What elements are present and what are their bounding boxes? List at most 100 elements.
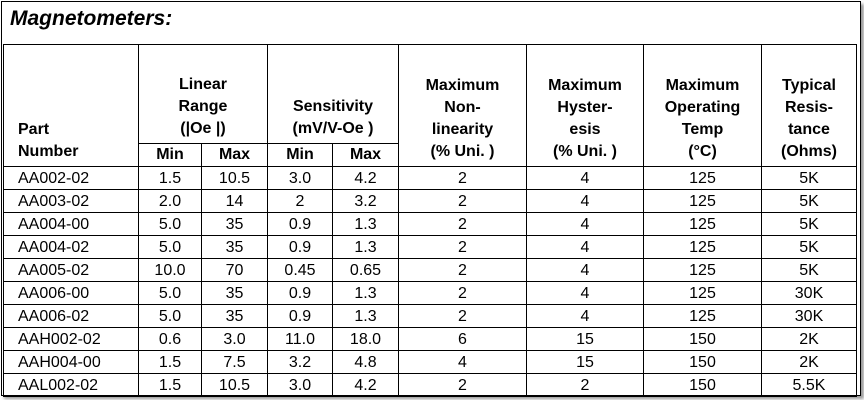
- cell-hysteresis: 4: [526, 212, 644, 236]
- header-nonlinearity-line3: linearity: [431, 121, 494, 138]
- cell-resistance: 5.5K: [761, 373, 857, 397]
- cell-sensitivity-max: 1.3: [332, 235, 399, 259]
- header-hysteresis-line2: Hyster-: [557, 99, 613, 116]
- header-sensitivity-line2: (mV/V-Oe ): [292, 120, 374, 137]
- cell-sensitivity-min: 0.45: [267, 258, 333, 282]
- cell-linear-range-min: 1.5: [138, 373, 202, 397]
- cell-linear-range-min: 0.6: [138, 327, 202, 351]
- table-row: AAH002-02 0.6 3.0 11.0 18.0 6 15 150 2K: [3, 327, 857, 351]
- cell-operating-temp: 150: [643, 327, 762, 351]
- cell-sensitivity-min: 3.2: [267, 350, 333, 374]
- header-sensitivity: Sensitivity (mV/V-Oe ): [267, 44, 399, 144]
- cell-operating-temp: 125: [643, 212, 762, 236]
- cell-linear-range-min: 5.0: [138, 304, 202, 328]
- cell-sensitivity-min: 3.0: [267, 373, 333, 397]
- header-hysteresis-line1: Maximum: [548, 77, 622, 94]
- subheader-row: Min Max Min Max: [4, 143, 857, 167]
- cell-sensitivity-max: 4.8: [332, 350, 399, 374]
- cell-sensitivity-max: 1.3: [332, 304, 399, 328]
- cell-resistance: 30K: [761, 304, 857, 328]
- table-row: AA005-02 10.0 70 0.45 0.65 2 4 125 5K: [3, 258, 857, 282]
- header-linear-range-min: Min: [138, 143, 202, 167]
- table-row: AA006-02 5.0 35 0.9 1.3 2 4 125 30K: [3, 304, 857, 328]
- table-row: AA003-02 2.0 14 2 3.2 2 4 125 5K: [3, 189, 857, 213]
- header-temp-line2: Operating: [664, 99, 741, 116]
- header-sensitivity-max: Max: [332, 143, 399, 167]
- cell-hysteresis: 4: [526, 258, 644, 282]
- cell-resistance: 5K: [761, 235, 857, 259]
- header-linear-range-line3: (|Oe |): [180, 120, 226, 137]
- cell-sensitivity-min: 0.9: [267, 235, 333, 259]
- cell-operating-temp: 125: [643, 258, 762, 282]
- cell-hysteresis: 2: [526, 373, 644, 397]
- cell-resistance: 5K: [761, 258, 857, 282]
- header-linear-range: Linear Range (|Oe |): [138, 44, 268, 144]
- cell-resistance: 5K: [761, 212, 857, 236]
- cell-linear-range-max: 10.5: [201, 373, 268, 397]
- cell-sensitivity-min: 2: [267, 189, 333, 213]
- cell-sensitivity-max: 1.3: [332, 281, 399, 305]
- header-resistance-line1: Typical: [782, 77, 836, 94]
- cell-part-number: AA005-02: [3, 258, 139, 282]
- cell-nonlinearity: 2: [398, 281, 527, 305]
- cell-sensitivity-max: 0.65: [332, 258, 399, 282]
- magnetometer-table: Part Number Linear Range (|Oe |) Sensiti…: [3, 44, 857, 397]
- cell-sensitivity-max: 3.2: [332, 189, 399, 213]
- cell-sensitivity-min: 11.0: [267, 327, 333, 351]
- header-part-number: Part Number: [3, 44, 139, 167]
- cell-part-number: AAH002-02: [3, 327, 139, 351]
- cell-hysteresis: 4: [526, 235, 644, 259]
- cell-sensitivity-max: 4.2: [332, 373, 399, 397]
- cell-sensitivity-min: 0.9: [267, 281, 333, 305]
- cell-hysteresis: 4: [526, 189, 644, 213]
- cell-resistance: 2K: [761, 350, 857, 374]
- cell-part-number: AA004-02: [3, 235, 139, 259]
- cell-linear-range-max: 35: [201, 304, 268, 328]
- cell-nonlinearity: 2: [398, 235, 527, 259]
- cell-resistance: 30K: [761, 281, 857, 305]
- cell-resistance: 5K: [761, 166, 857, 190]
- header-sensitivity-min: Min: [267, 143, 333, 167]
- cell-part-number: AAH004-00: [3, 350, 139, 374]
- cell-hysteresis: 4: [526, 281, 644, 305]
- cell-operating-temp: 125: [643, 189, 762, 213]
- table-row: AA004-00 5.0 35 0.9 1.3 2 4 125 5K: [3, 212, 857, 236]
- table-row: AA006-00 5.0 35 0.9 1.3 2 4 125 30K: [3, 281, 857, 305]
- cell-part-number: AAL002-02: [3, 373, 139, 397]
- cell-operating-temp: 150: [643, 350, 762, 374]
- cell-linear-range-max: 70: [201, 258, 268, 282]
- table-row: AA004-02 5.0 35 0.9 1.3 2 4 125 5K: [3, 235, 857, 259]
- cell-operating-temp: 125: [643, 235, 762, 259]
- cell-linear-range-min: 5.0: [138, 212, 202, 236]
- header-resistance-line3: tance: [788, 121, 830, 138]
- cell-linear-range-min: 10.0: [138, 258, 202, 282]
- header-part-line1: Part: [18, 121, 50, 138]
- header-temp-line4: (°C): [688, 143, 717, 160]
- header-nonlinearity-line4: (% Uni. ): [430, 143, 495, 160]
- cell-linear-range-min: 5.0: [138, 235, 202, 259]
- header-nonlinearity: Maximum Non- linearity (% Uni. ): [398, 44, 527, 167]
- table-body: AA002-02 1.5 10.5 3.0 4.2 2 4 125 5K AA003-02 2.0 1…: [3, 166, 857, 397]
- cell-hysteresis: 15: [526, 327, 644, 351]
- cell-hysteresis: 4: [526, 304, 644, 328]
- cell-hysteresis: 4: [526, 166, 644, 190]
- cell-nonlinearity: 6: [398, 327, 527, 351]
- header-hysteresis-line3: esis: [569, 121, 601, 138]
- cell-part-number: AA002-02: [3, 166, 139, 190]
- header-linear-range-max: Max: [201, 143, 268, 167]
- header-resistance: Typical Resis- tance (Ohms): [761, 44, 857, 167]
- cell-part-number: AA006-00: [3, 281, 139, 305]
- cell-linear-range-min: 1.5: [138, 350, 202, 374]
- cell-nonlinearity: 2: [398, 212, 527, 236]
- header-resistance-line4: (Ohms): [781, 143, 837, 160]
- cell-sensitivity-min: 0.9: [267, 304, 333, 328]
- cell-sensitivity-min: 3.0: [267, 166, 333, 190]
- cell-linear-range-max: 35: [201, 212, 268, 236]
- header-part-line2: Number: [18, 143, 79, 160]
- cell-resistance: 2K: [761, 327, 857, 351]
- cell-linear-range-max: 14: [201, 189, 268, 213]
- table-row: AAL002-02 1.5 10.5 3.0 4.2 2 2 150 5.5K: [3, 373, 857, 397]
- header-operating-temp: Maximum Operating Temp (°C): [643, 44, 762, 167]
- cell-operating-temp: 125: [643, 166, 762, 190]
